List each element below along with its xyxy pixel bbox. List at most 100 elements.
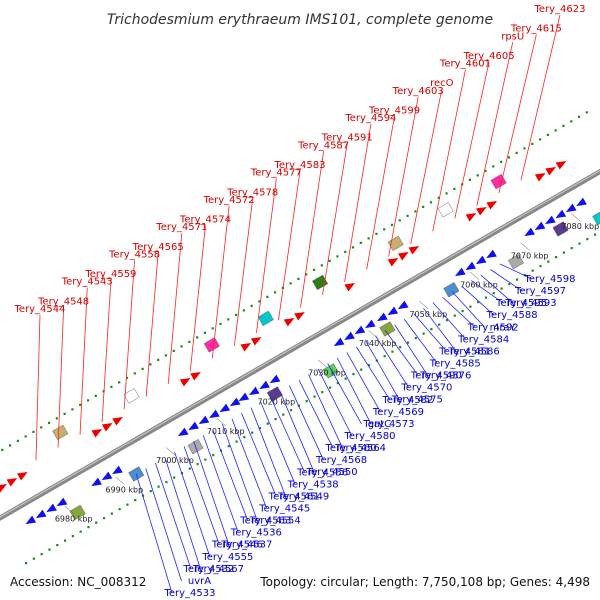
forward-gene-arrow	[190, 371, 201, 381]
reverse-leader-line	[480, 274, 514, 304]
reverse-gene-arrow	[238, 392, 250, 402]
lower-rail-dot	[336, 382, 339, 385]
reverse-leader-line	[375, 335, 410, 388]
upper-rail-dot	[484, 169, 487, 172]
forward-leader-line	[388, 96, 419, 257]
reverse-gene-label: Tery_4597	[514, 286, 566, 297]
forward-gene-arrow	[387, 257, 399, 267]
upper-rail-dot	[562, 124, 565, 127]
upper-rail-dot	[344, 250, 347, 253]
forward-gene-arrow	[283, 317, 295, 327]
reverse-gene-arrow	[333, 337, 345, 347]
upper-rail-dot	[227, 318, 230, 321]
lower-rail-dot	[25, 562, 28, 565]
reverse-gene-label: Tery_4569	[372, 407, 424, 418]
reverse-gene-arrow	[465, 261, 477, 271]
forward-gene-label: recO	[430, 78, 454, 89]
gene-feature-box	[437, 202, 454, 218]
forward-gene-arrow	[398, 251, 409, 261]
position-tick-line	[216, 418, 226, 427]
reverse-leader-line	[231, 418, 268, 509]
upper-rail-dot	[266, 295, 269, 298]
lower-rail-dot	[578, 242, 581, 245]
diagram-layer: 6980 kbp 6990 kbp 7000 kbp 7010 kbp 7020 kbp…	[0, 4, 600, 599]
upper-rail-dot	[79, 403, 82, 406]
upper-rail-dot	[235, 313, 238, 316]
lower-rail-dot	[282, 413, 285, 416]
forward-gene-label: Tery_4601	[439, 59, 491, 70]
reverse-leader-line	[174, 451, 211, 557]
forward-gene-arrow	[534, 172, 546, 182]
lower-rail-dot	[149, 490, 152, 493]
reverse-leader-line	[183, 446, 220, 545]
forward-leader-line	[233, 198, 254, 346]
lower-rail-dot	[593, 233, 597, 236]
reverse-gene-label: Tery_4567	[192, 564, 244, 575]
reverse-gene-arrow	[259, 380, 270, 390]
gene-feature-box	[203, 337, 220, 353]
reverse-gene-arrow	[555, 209, 567, 219]
lower-rail-dot	[63, 539, 67, 542]
upper-rail-dot	[429, 201, 433, 204]
gene-feature-box	[123, 388, 140, 404]
lower-rail-dot	[157, 485, 160, 488]
reverse-leader-line	[432, 302, 466, 340]
forward-leader-line	[498, 34, 537, 194]
reverse-gene-label: uvrA	[188, 576, 211, 587]
lower-rail-dot	[516, 278, 519, 281]
lower-rail-dot	[235, 440, 238, 443]
reverse-leader-line	[394, 324, 429, 376]
lower-rail-dot	[321, 391, 324, 394]
reverse-gene-arrow	[565, 203, 577, 213]
upper-rail-dot	[390, 223, 394, 226]
forward-leader-line	[145, 252, 159, 397]
reverse-gene-arrow	[545, 215, 556, 225]
reverse-gene-label: Tery_4564	[334, 443, 386, 454]
reverse-leader-line	[260, 401, 296, 485]
lower-rail-dot	[79, 530, 82, 533]
forward-leader-line	[211, 205, 230, 359]
reverse-gene-arrow	[35, 509, 47, 519]
reverse-gene-label: Tery_4581	[438, 346, 490, 357]
reverse-gene-arrow	[91, 477, 102, 487]
upper-rail-dot	[110, 385, 113, 388]
reverse-leader-line	[384, 330, 419, 376]
upper-rail-dot	[188, 340, 191, 343]
reverse-leader-line	[269, 396, 305, 473]
forward-gene-label: Tery_4599	[368, 105, 420, 116]
lower-rail-dot	[508, 283, 511, 286]
reverse-gene-label: Tery_4563	[239, 516, 291, 527]
reverse-gene-arrow	[112, 465, 123, 475]
lower-rail-dot	[102, 517, 106, 520]
forward-gene-arrow	[240, 342, 252, 352]
upper-rail-dot	[32, 430, 35, 433]
forward-gene-label: Tery_4603	[392, 86, 444, 97]
reverse-gene-label: Tery_4550	[306, 467, 358, 478]
reverse-gene-label: Tery_4532	[182, 564, 234, 575]
forward-gene-arrow	[465, 212, 477, 222]
upper-rail-dot	[180, 345, 183, 348]
forward-gene-label: Tery_4623	[533, 4, 585, 15]
reverse-gene-arrow	[524, 227, 535, 237]
lower-rail-dot	[406, 341, 410, 344]
lower-rail-dot	[290, 409, 293, 412]
upper-rail-dot	[351, 246, 355, 249]
reverse-gene-label: Tery_4570	[400, 383, 452, 394]
reverse-gene-label: Tery_4593	[505, 298, 557, 309]
reverse-leader-line	[499, 263, 533, 280]
reverse-gene-label: Tery_4588	[486, 310, 538, 321]
upper-rail-dot	[570, 120, 573, 123]
reverse-gene-label: Tery_4585	[429, 359, 481, 370]
gene-feature-box	[69, 504, 86, 521]
position-tick-line	[520, 242, 530, 251]
reverse-leader-line	[442, 296, 476, 328]
position-tick-line	[317, 359, 328, 368]
upper-rail-dot	[336, 255, 339, 258]
reverse-leader-line	[356, 346, 391, 401]
forward-gene-label: Tery_4594	[344, 113, 396, 124]
upper-rail-dot	[445, 192, 448, 195]
reverse-gene-arrow	[344, 331, 355, 341]
reverse-gene-label: Tery_4592	[467, 322, 519, 333]
reverse-gene-arrow	[198, 415, 210, 425]
upper-rail-dot	[242, 309, 245, 312]
